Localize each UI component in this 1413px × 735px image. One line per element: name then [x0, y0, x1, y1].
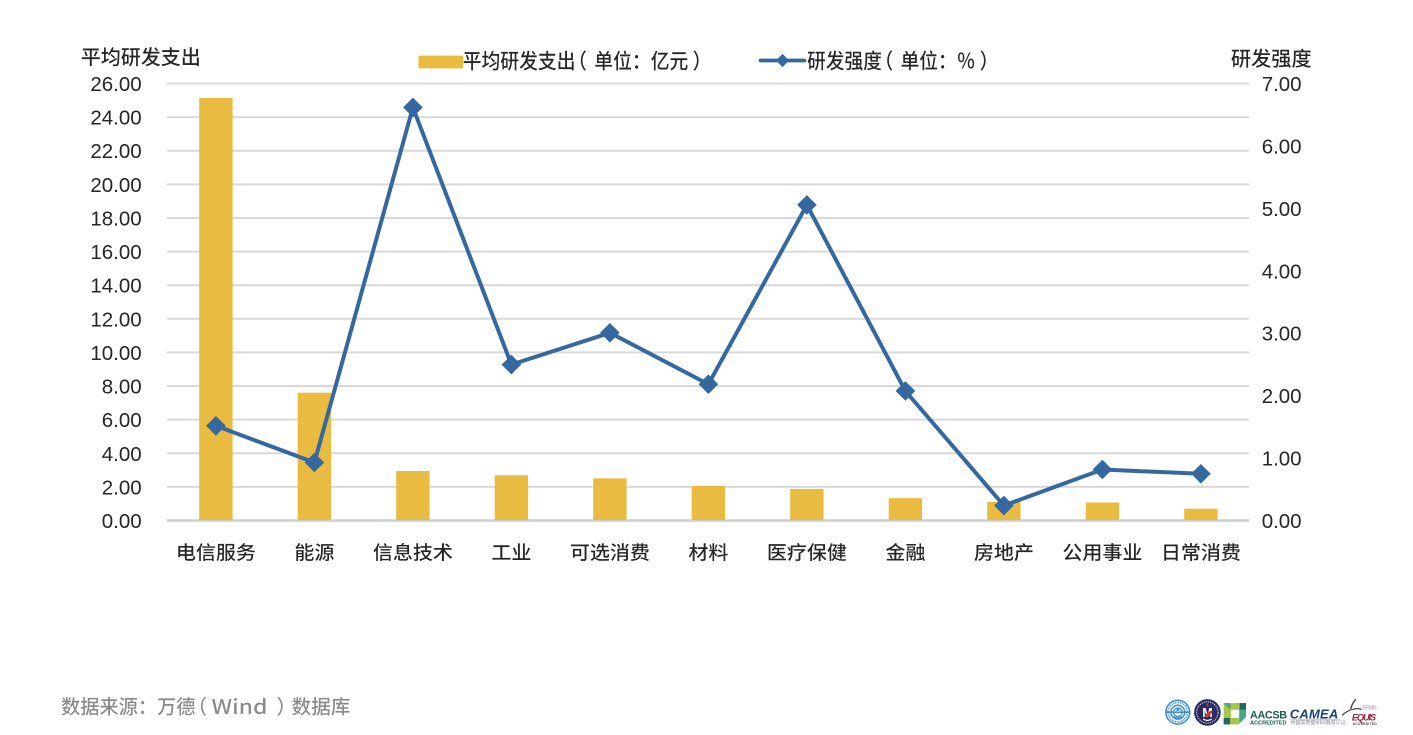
- svg-text:ACCREDITED: ACCREDITED: [1353, 722, 1378, 726]
- svg-text:12.00: 12.00: [90, 308, 141, 331]
- svg-text:18.00: 18.00: [90, 207, 141, 230]
- svg-text:8.00: 8.00: [102, 376, 142, 399]
- svg-text:4.00: 4.00: [1262, 260, 1302, 283]
- svg-text:4.00: 4.00: [102, 443, 142, 466]
- svg-text:6.00: 6.00: [102, 409, 142, 432]
- svg-text:22.00: 22.00: [90, 140, 141, 163]
- svg-text:26.00: 26.00: [90, 73, 141, 96]
- svg-text:5.00: 5.00: [1262, 198, 1302, 221]
- svg-text:ACCREDITED: ACCREDITED: [1250, 721, 1287, 727]
- svg-text:1.00: 1.00: [1262, 448, 1302, 471]
- svg-text:2.00: 2.00: [1262, 385, 1302, 408]
- svg-text:0.00: 0.00: [102, 510, 142, 533]
- svg-text:0.00: 0.00: [1262, 510, 1302, 533]
- svg-text:16.00: 16.00: [90, 241, 141, 264]
- svg-text:24.00: 24.00: [90, 107, 141, 130]
- svg-text:10.00: 10.00: [90, 342, 141, 365]
- svg-text:14.00: 14.00: [90, 275, 141, 298]
- svg-text:7.00: 7.00: [1262, 73, 1302, 96]
- svg-text:20.00: 20.00: [90, 174, 141, 197]
- svg-text:3.00: 3.00: [1262, 323, 1302, 346]
- svg-text:AACSB: AACSB: [1250, 709, 1287, 721]
- svg-text:6.00: 6.00: [1262, 135, 1302, 158]
- svg-text:2.00: 2.00: [102, 476, 142, 499]
- svg-text:EFMD: EFMD: [1362, 706, 1376, 712]
- svg-text:CAMEA: CAMEA: [1290, 707, 1339, 722]
- svg-text:EQUIS: EQUIS: [1352, 712, 1377, 722]
